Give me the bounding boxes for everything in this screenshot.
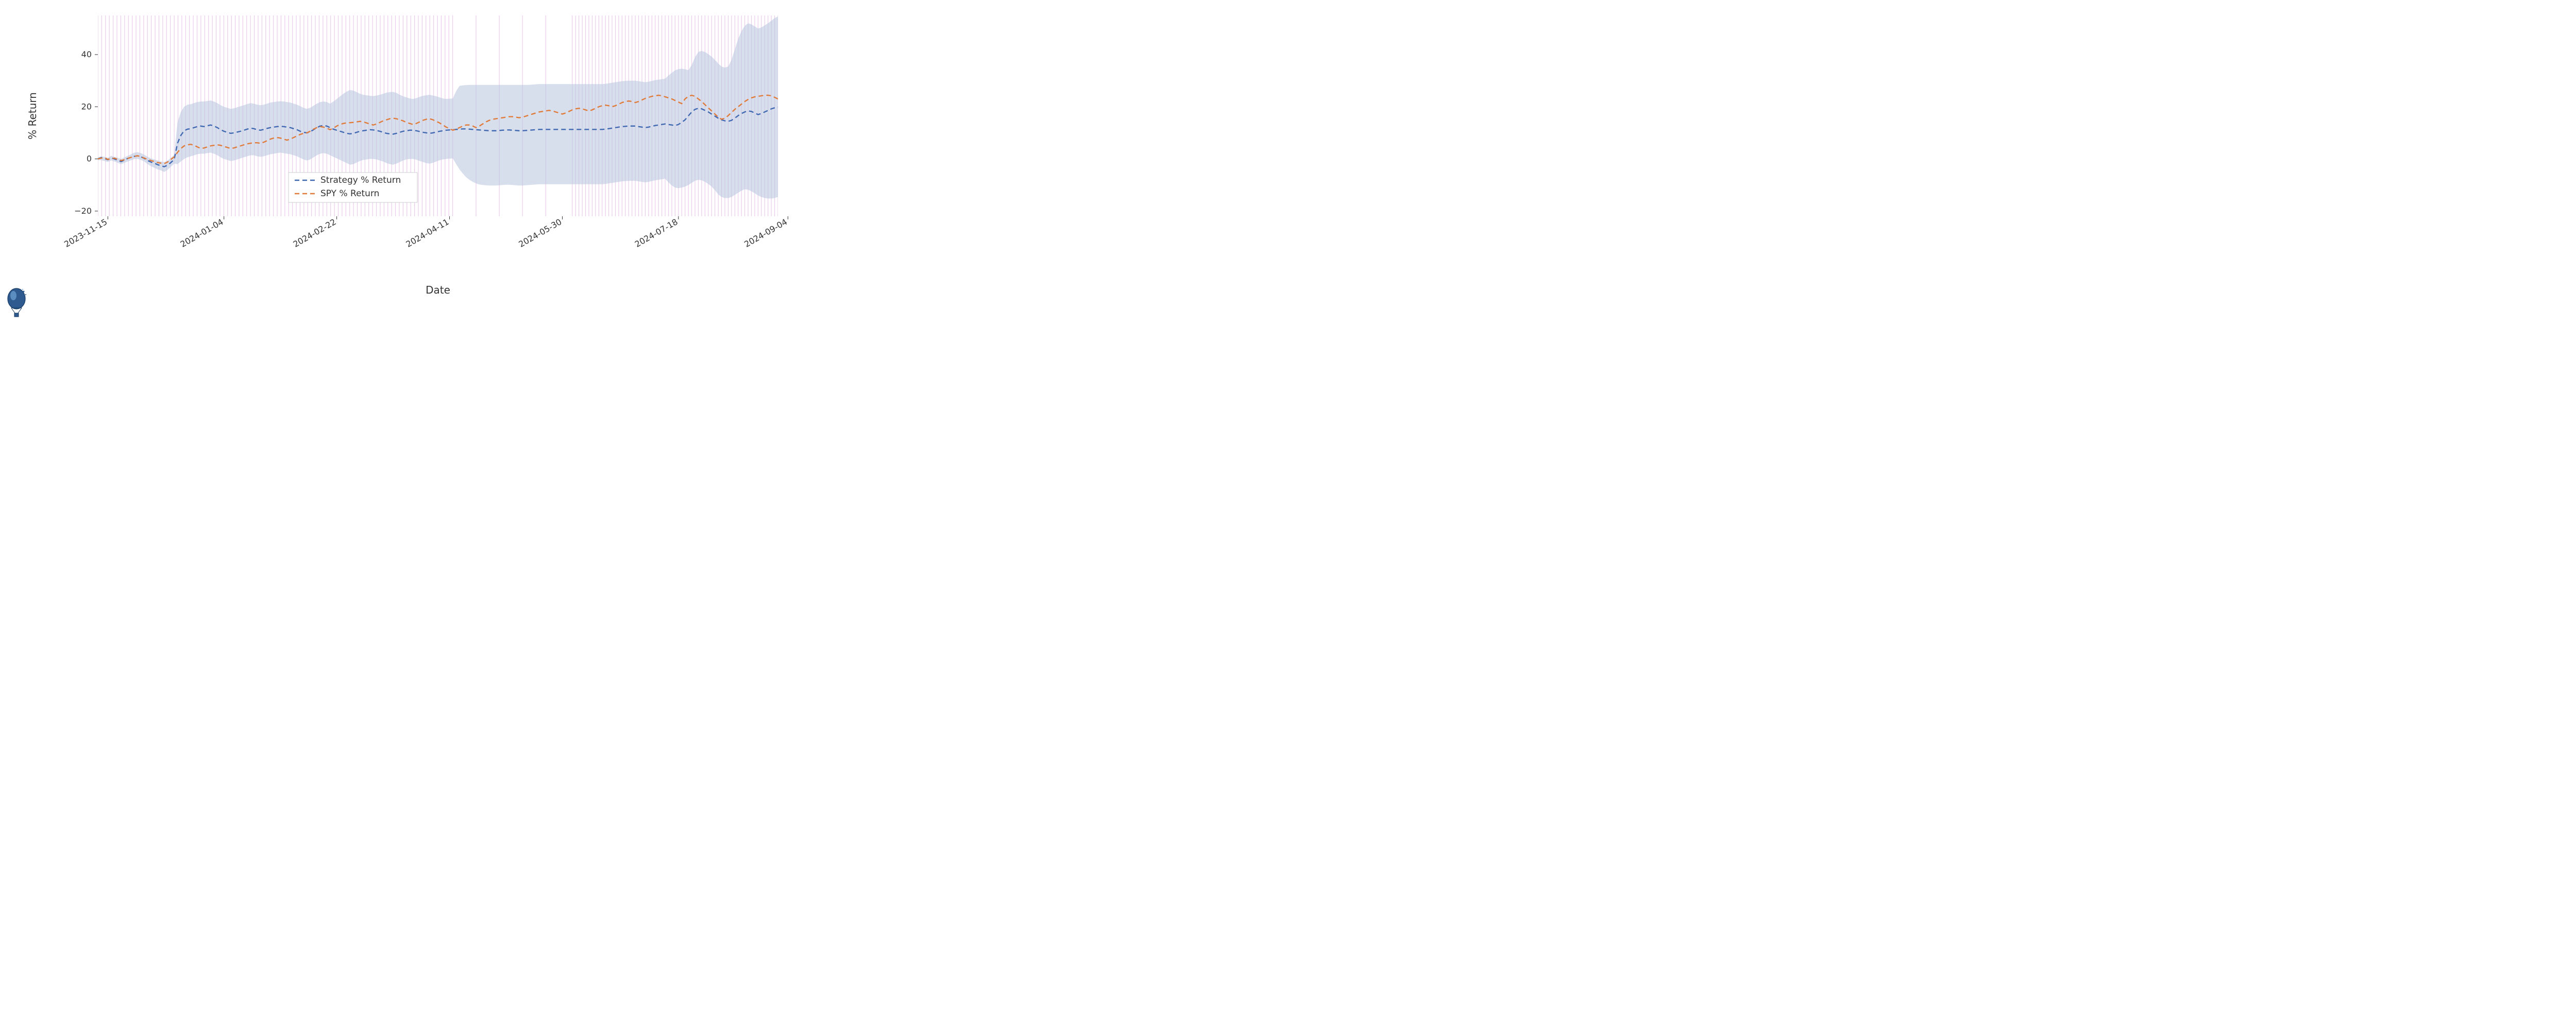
- svg-text:SPY % Return: SPY % Return: [320, 188, 379, 199]
- return-comparison-chart: −20 0 20 40 % Return 2023-11-15 2024-01-04 2024…: [0, 0, 804, 321]
- svg-text:2024-02-22: 2024-02-22: [292, 217, 338, 249]
- svg-text:0: 0: [87, 154, 92, 164]
- svg-text:2024-01-04: 2024-01-04: [179, 217, 225, 249]
- svg-text:−20: −20: [74, 206, 92, 216]
- svg-text:Date: Date: [426, 284, 450, 296]
- svg-text:2024-07-18: 2024-07-18: [633, 217, 680, 249]
- svg-text:2024-09-04: 2024-09-04: [742, 217, 789, 249]
- svg-text:20: 20: [81, 101, 92, 111]
- svg-text:2023-11-15: 2023-11-15: [62, 217, 109, 249]
- svg-text:2024-05-30: 2024-05-30: [517, 217, 563, 249]
- svg-text:% Return: % Return: [26, 92, 39, 140]
- svg-text:2024-04-11: 2024-04-11: [404, 217, 451, 249]
- balloon-logo-icon: [4, 287, 29, 318]
- svg-text:Strategy % Return: Strategy % Return: [320, 175, 401, 185]
- svg-text:40: 40: [81, 49, 92, 59]
- chart-svg: −20 0 20 40 % Return 2023-11-15 2024-01-04 2024…: [0, 0, 804, 321]
